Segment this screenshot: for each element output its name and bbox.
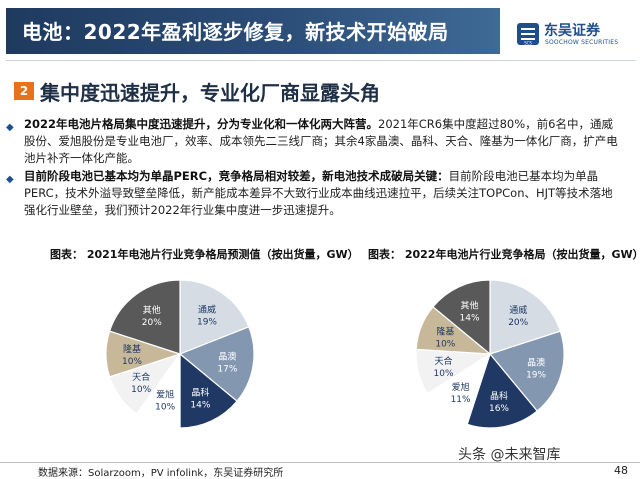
diamond-bullet-icon: ◆ — [6, 122, 14, 133]
pie-category-label: 天合 — [435, 355, 453, 367]
pie-slice-其他 — [108, 279, 181, 355]
pie-value-label: 19% — [197, 317, 217, 327]
pie-chart-2022: 通威 20% 晶澳 19% 晶科 16% 爱旭 11% 天合 10% 隆基 10% 其他 14% — [415, 279, 565, 429]
pie-value-label: 20% — [142, 318, 162, 328]
pie-category-label: 晶澳 — [218, 351, 236, 363]
pie-category-label: 爱旭 — [156, 389, 174, 401]
logo-mark-icon: SCS — [517, 23, 539, 46]
section-number-badge: 2 — [14, 82, 34, 100]
pie-category-label: 其他 — [143, 304, 161, 316]
bullet-1-text: 2021年CR6集中度超过80%，前6名中，通威股份、爱旭股份是专业电池厂，效率… — [24, 117, 618, 165]
pie-slice-其他 — [432, 279, 491, 356]
pie-value-label: 10% — [155, 403, 175, 413]
pie-category-label: 隆基 — [436, 325, 454, 337]
pie-value-label: 11% — [451, 395, 471, 405]
pie-slice-晶澳 — [178, 325, 255, 403]
section-title: 集中度迅速提升，专业化厂商显露头角 — [40, 81, 380, 105]
slide-title: 电池：2022年盈利逐步修复，新技术开始破局 — [22, 20, 449, 44]
pie-category-label: 通威 — [198, 303, 216, 315]
page-number: 48 — [614, 464, 628, 477]
pie-chart-2021: 通威 19% 晶澳 17% 晶科 14% 爱旭 10% 天合 10% 隆基 10% 其他 20% — [105, 279, 255, 429]
logo-text-en: SOOCHOW SECURITIES — [545, 39, 619, 46]
pie-value-label: 16% — [489, 404, 509, 414]
pie-slice-晶科 — [466, 352, 539, 429]
pie-category-label: 天合 — [132, 371, 150, 383]
pie-value-label: 19% — [526, 370, 546, 380]
chart-2-title: 图表： 2022年电池片行业竞争格局（按出货量，GW） — [368, 248, 640, 261]
pie-slice-晶澳 — [488, 330, 565, 412]
pie-category-label: 其他 — [461, 300, 479, 312]
pie-slice-通威 — [489, 279, 562, 355]
pie-value-label: 14% — [190, 400, 210, 410]
chart-1-title: 图表： 2021年电池片行业竞争格局预测值（按出货量，GW） — [50, 248, 359, 261]
watermark: 头条 @未来智库 — [458, 447, 561, 463]
footer-divider — [0, 462, 640, 463]
bullet-paragraph-1: ◆ 2022年电池片格局集中度迅速提升，分为专业化和一体化两大阵营。2021年C… — [6, 116, 620, 167]
logo-mark-text: SCS — [524, 41, 532, 46]
bullet-1-lead: 2022年电池片格局集中度迅速提升，分为专业化和一体化两大阵营。 — [24, 117, 379, 131]
header: 电池：2022年盈利逐步修复，新技术开始破局 SCS 东吴证券 SOOCHOW … — [0, 0, 640, 62]
pie-value-label: 14% — [460, 314, 480, 324]
pie-value-label: 10% — [131, 385, 151, 395]
header-divider — [6, 60, 636, 61]
bullet-2-text: 目前阶段电池已基本均为单晶PERC，技术外溢导致壁垒降低，新产能成本差异不大致行… — [24, 169, 613, 217]
pie-value-label: 20% — [508, 318, 528, 328]
pie-value-label: 17% — [217, 365, 237, 375]
pie-category-label: 隆基 — [123, 343, 141, 355]
data-source: 数据来源：Solarzoom，PV infolink，东吴证券研究所 — [38, 468, 284, 479]
bullet-2-lead: 目前阶段电池已基本均为单晶PERC，竞争格局相对较差，新电池技术成破局关键： — [24, 169, 449, 183]
title-bar — [6, 8, 500, 54]
pie-category-label: 晶澳 — [527, 356, 545, 368]
pie-value-label: 10% — [434, 369, 454, 379]
pie-value-label: 10% — [435, 339, 455, 349]
pie-slice-晶科 — [179, 352, 238, 429]
logo-text-cn: 东吴证券 — [544, 23, 600, 39]
diamond-bullet-icon: ◆ — [6, 174, 14, 185]
pie-category-label: 通威 — [509, 304, 527, 316]
pie-category-label: 爱旭 — [452, 381, 470, 393]
pie-slice-通威 — [179, 279, 250, 355]
pie-category-label: 晶科 — [490, 390, 508, 402]
pie-category-label: 晶科 — [191, 386, 209, 398]
pie-value-label: 10% — [122, 357, 142, 367]
bullet-paragraph-2: ◆ 目前阶段电池已基本均为单晶PERC，竞争格局相对较差，新电池技术成破局关键：… — [6, 168, 620, 219]
company-logo: SCS 东吴证券 SOOCHOW SECURITIES — [516, 20, 636, 52]
